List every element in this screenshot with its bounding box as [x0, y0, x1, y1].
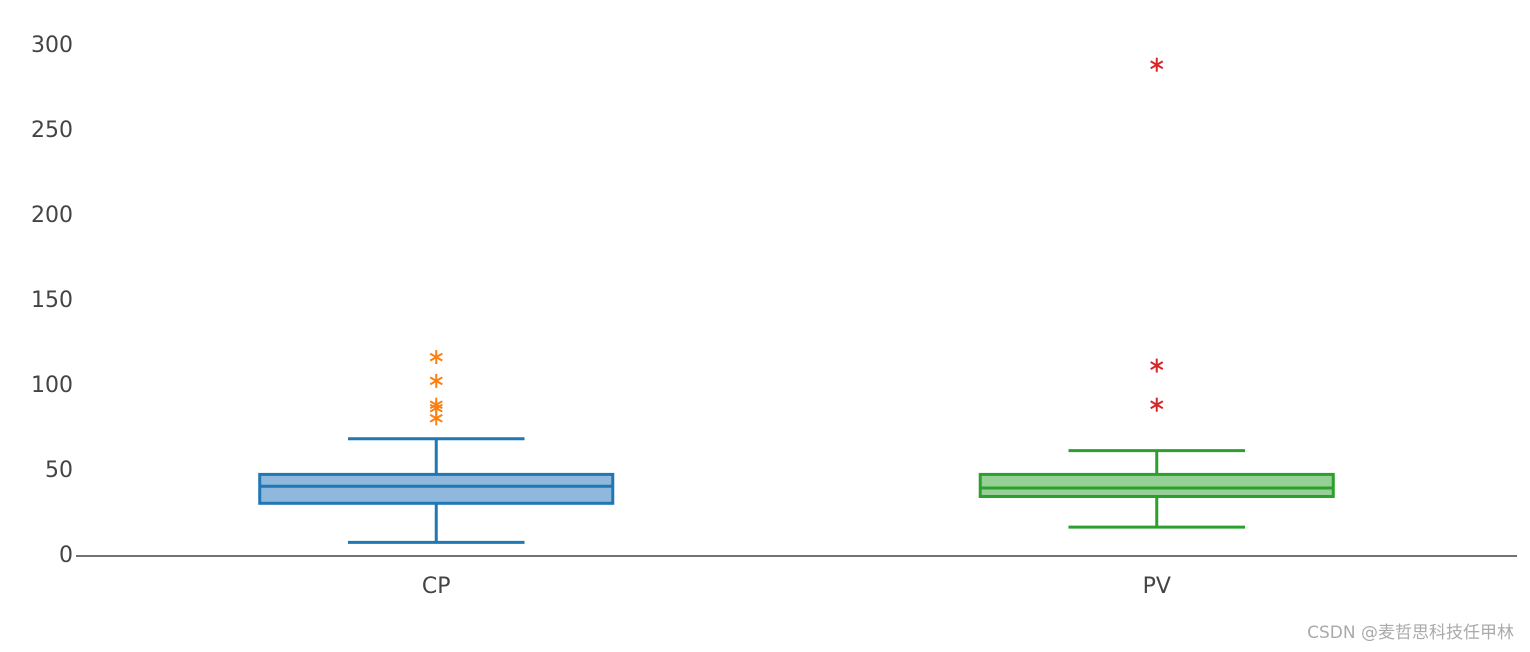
outlier — [429, 373, 443, 388]
outlier — [1150, 358, 1164, 373]
outlier — [1150, 57, 1164, 72]
box — [258, 472, 615, 505]
y-tick-label: 300 — [31, 33, 73, 58]
watermark: CSDN @麦哲思科技任甲林 — [1307, 623, 1514, 643]
marker-stroke — [429, 413, 443, 423]
outlier — [1150, 397, 1164, 412]
outlier — [429, 350, 443, 365]
box — [978, 472, 1335, 498]
marker-stroke — [429, 376, 443, 386]
x-tick-label: PV — [1143, 574, 1171, 599]
outlier — [429, 411, 443, 426]
marker-stroke — [1150, 400, 1164, 410]
y-tick-label: 150 — [31, 288, 73, 313]
y-tick-label: 200 — [31, 203, 73, 228]
y-tick-label: 50 — [45, 458, 73, 483]
y-tick-label: 0 — [59, 543, 73, 568]
marker-stroke — [429, 352, 443, 362]
y-tick-label: 250 — [31, 118, 73, 143]
x-tick-label: CP — [422, 574, 451, 599]
marker-stroke — [1150, 60, 1164, 70]
marker-stroke — [1150, 361, 1164, 370]
y-tick-label: 100 — [31, 373, 73, 398]
marker-stroke — [429, 403, 443, 413]
